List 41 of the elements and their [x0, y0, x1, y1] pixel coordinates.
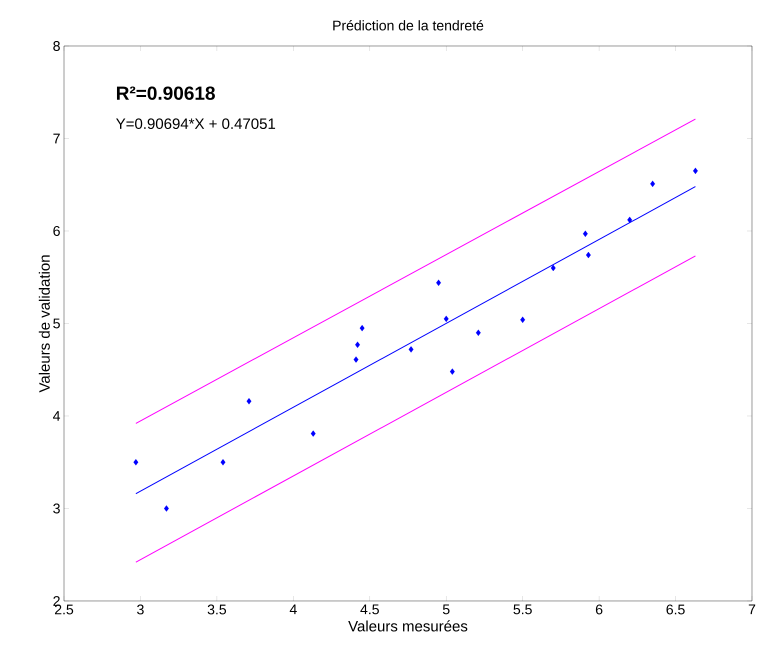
x-tick-label: 4 — [290, 604, 297, 614]
point — [520, 316, 526, 323]
point — [310, 430, 316, 437]
point — [246, 398, 252, 404]
y-tick-label: 7 — [53, 134, 60, 144]
point — [444, 316, 449, 322]
point — [586, 252, 591, 258]
point — [164, 505, 169, 512]
point — [582, 230, 588, 237]
x-tick-label: 3 — [137, 604, 144, 614]
x-tick-label: 5.5 — [514, 604, 532, 614]
x-tick-label: 4.5 — [360, 604, 379, 614]
point — [476, 330, 481, 336]
x-axis-title: Valeurs mesurées — [348, 620, 468, 632]
point — [355, 342, 360, 348]
x-tick-label: 5 — [442, 604, 450, 614]
y-axis-title: Valeurs de validation — [38, 255, 50, 392]
annotation: Y=0.90694*X + 0.47051 — [116, 118, 276, 129]
y-tick-label: 4 — [53, 411, 60, 421]
x-tick-label: 6 — [596, 604, 602, 614]
annotation: R²=0.90618 — [116, 86, 215, 100]
x-tick-label: 7 — [748, 604, 756, 614]
y-tick-label: 5 — [53, 318, 60, 328]
point — [220, 459, 226, 466]
y-tick-label: 8 — [53, 41, 60, 51]
x-tick-label: 2.5 — [54, 604, 74, 614]
point — [133, 459, 138, 466]
point — [692, 168, 698, 174]
x-tick-label: 6.5 — [666, 604, 685, 614]
point — [408, 346, 414, 353]
point — [360, 324, 365, 332]
y-tick-label: 6 — [53, 226, 60, 236]
point — [436, 280, 442, 286]
x-tick-label: 3.5 — [208, 604, 226, 614]
y-tick-label: 3 — [53, 504, 60, 514]
point — [354, 356, 358, 363]
point — [550, 264, 556, 272]
point — [450, 368, 455, 375]
chart-title: Prédiction de la tendreté — [333, 20, 484, 30]
point — [627, 216, 632, 224]
point — [650, 180, 656, 188]
